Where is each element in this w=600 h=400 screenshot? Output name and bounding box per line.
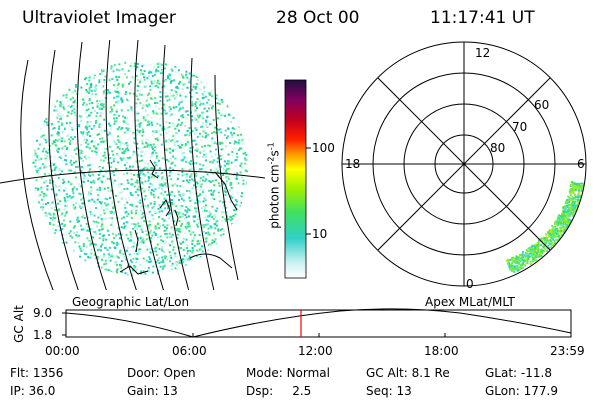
alt-xtick-1800: 18:00 [424,344,459,358]
alt-xtick-0000: 00:00 [45,344,80,358]
date-label: 28 Oct 00 [276,8,360,28]
apex-panel-label: Apex MLat/MLT [425,295,515,309]
glat-info: GLat: -11.8 [485,366,552,380]
alt-xtick-2359: 23:59 [550,344,585,358]
colorbar-tick-10: 10 [312,227,328,241]
time-label: 11:17:41 UT [430,8,535,28]
gcalt-info: GC Alt: 8.1 Re [366,366,450,380]
glon-info: GLon: 177.9 [485,384,558,398]
flt-info: Flt: 1356 [10,366,64,380]
lat-lon-grid [0,40,265,290]
seq-info: Seq: 13 [366,384,412,398]
gain-info: Gain: 13 [127,384,178,398]
mlt-18-label: 18 [345,157,361,171]
alt-xtick-1200: 12:00 [298,344,333,358]
mlat-60-label: 60 [534,98,550,112]
mlt-0-label: 0 [466,277,474,291]
ip-info: IP: 36.0 [10,384,56,398]
mlt-12-label: 12 [475,46,491,60]
alt-ytick-bottom: 1.8 [33,328,53,342]
geographic-panel-label: Geographic Lat/Lon [72,295,190,309]
colorbar-tick-100: 100 [312,141,335,155]
dsp-info: Dsp: 2.5 [246,384,312,398]
instrument-title: Ultraviolet Imager [22,8,176,28]
mlt-6-label: 6 [577,157,585,171]
door-info: Door: Open [127,366,196,380]
alt-ytick-top: 9.0 [33,306,53,320]
mlat-70-label: 70 [512,120,528,134]
mode-info: Mode: Normal [246,366,330,380]
alt-xtick-0600: 06:00 [172,344,207,358]
mlat-80-label: 80 [490,141,506,155]
altitude-ylabel: GC Alt [12,305,26,343]
coastline-lines [119,159,238,275]
